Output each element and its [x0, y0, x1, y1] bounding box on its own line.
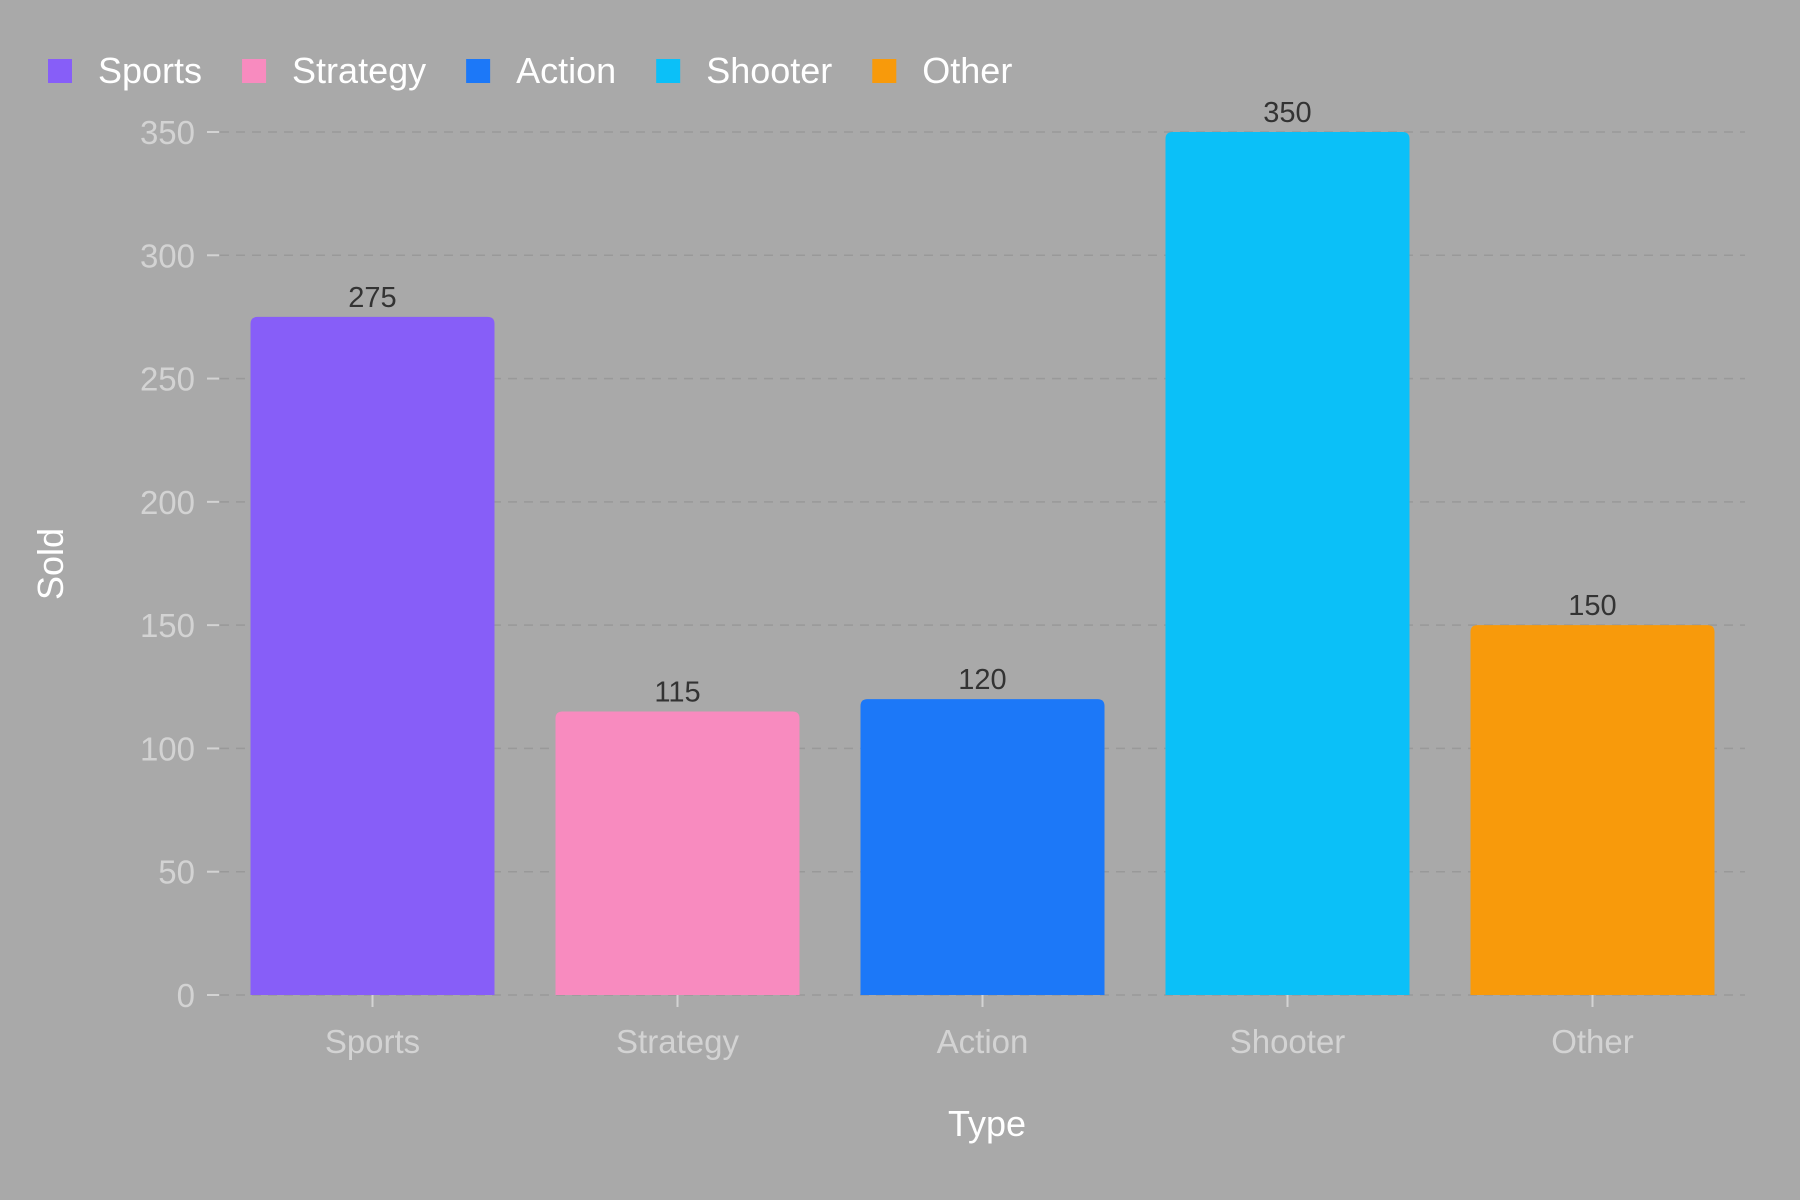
- data-label-sports: 275: [348, 282, 396, 314]
- legend-label: Strategy: [292, 50, 426, 91]
- bar-shooter[interactable]: [1165, 132, 1410, 995]
- y-tick-label: 150: [140, 607, 195, 644]
- legend-label: Other: [922, 50, 1012, 91]
- data-label-other: 150: [1568, 590, 1616, 622]
- legend-label: Action: [516, 50, 616, 91]
- data-label-shooter: 350: [1263, 97, 1311, 129]
- legend: Sports Strategy Action Shooter Other: [48, 50, 1012, 91]
- bar-sports[interactable]: [250, 316, 495, 995]
- legend-item-strategy[interactable]: Strategy: [242, 50, 426, 91]
- y-axis: 0 50 100 150 200 250 300 350: [140, 114, 219, 1014]
- data-label-strategy: 115: [654, 676, 700, 708]
- y-tick-label: 50: [158, 854, 195, 891]
- legend-item-other[interactable]: Other: [872, 50, 1012, 91]
- y-tick-label: 200: [140, 484, 195, 521]
- y-tick-label: 300: [140, 237, 195, 274]
- x-tick-label-action: Action: [937, 1023, 1029, 1060]
- legend-swatch: [242, 59, 267, 83]
- y-tick-label: 0: [177, 977, 195, 1014]
- x-axis-title: Type: [948, 1103, 1026, 1144]
- y-tick-label: 350: [140, 114, 195, 151]
- x-tick-label-other: Other: [1551, 1023, 1634, 1060]
- y-tick-label: 100: [140, 730, 195, 767]
- legend-item-action[interactable]: Action: [466, 50, 616, 91]
- bar-strategy[interactable]: [555, 711, 800, 995]
- legend-item-sports[interactable]: Sports: [48, 50, 202, 91]
- data-label-action: 120: [958, 664, 1006, 696]
- legend-item-shooter[interactable]: Shooter: [656, 50, 832, 91]
- legend-swatch: [466, 59, 491, 83]
- x-tick-label-strategy: Strategy: [616, 1023, 739, 1060]
- x-axis: Sports Strategy Action Shooter Other: [325, 995, 1634, 1060]
- legend-label: Shooter: [706, 50, 832, 91]
- x-tick-label-sports: Sports: [325, 1023, 420, 1060]
- y-tick-label: 250: [140, 361, 195, 398]
- bars: 275 115 120 350 150: [250, 97, 1715, 995]
- legend-swatch: [48, 59, 72, 83]
- legend-swatch: [656, 59, 681, 83]
- bar-other[interactable]: [1470, 625, 1715, 995]
- legend-label: Sports: [98, 50, 202, 91]
- legend-swatch: [872, 59, 897, 83]
- y-axis-title: Sold: [30, 528, 71, 600]
- bar-action[interactable]: [860, 699, 1105, 995]
- x-tick-label-shooter: Shooter: [1230, 1023, 1346, 1060]
